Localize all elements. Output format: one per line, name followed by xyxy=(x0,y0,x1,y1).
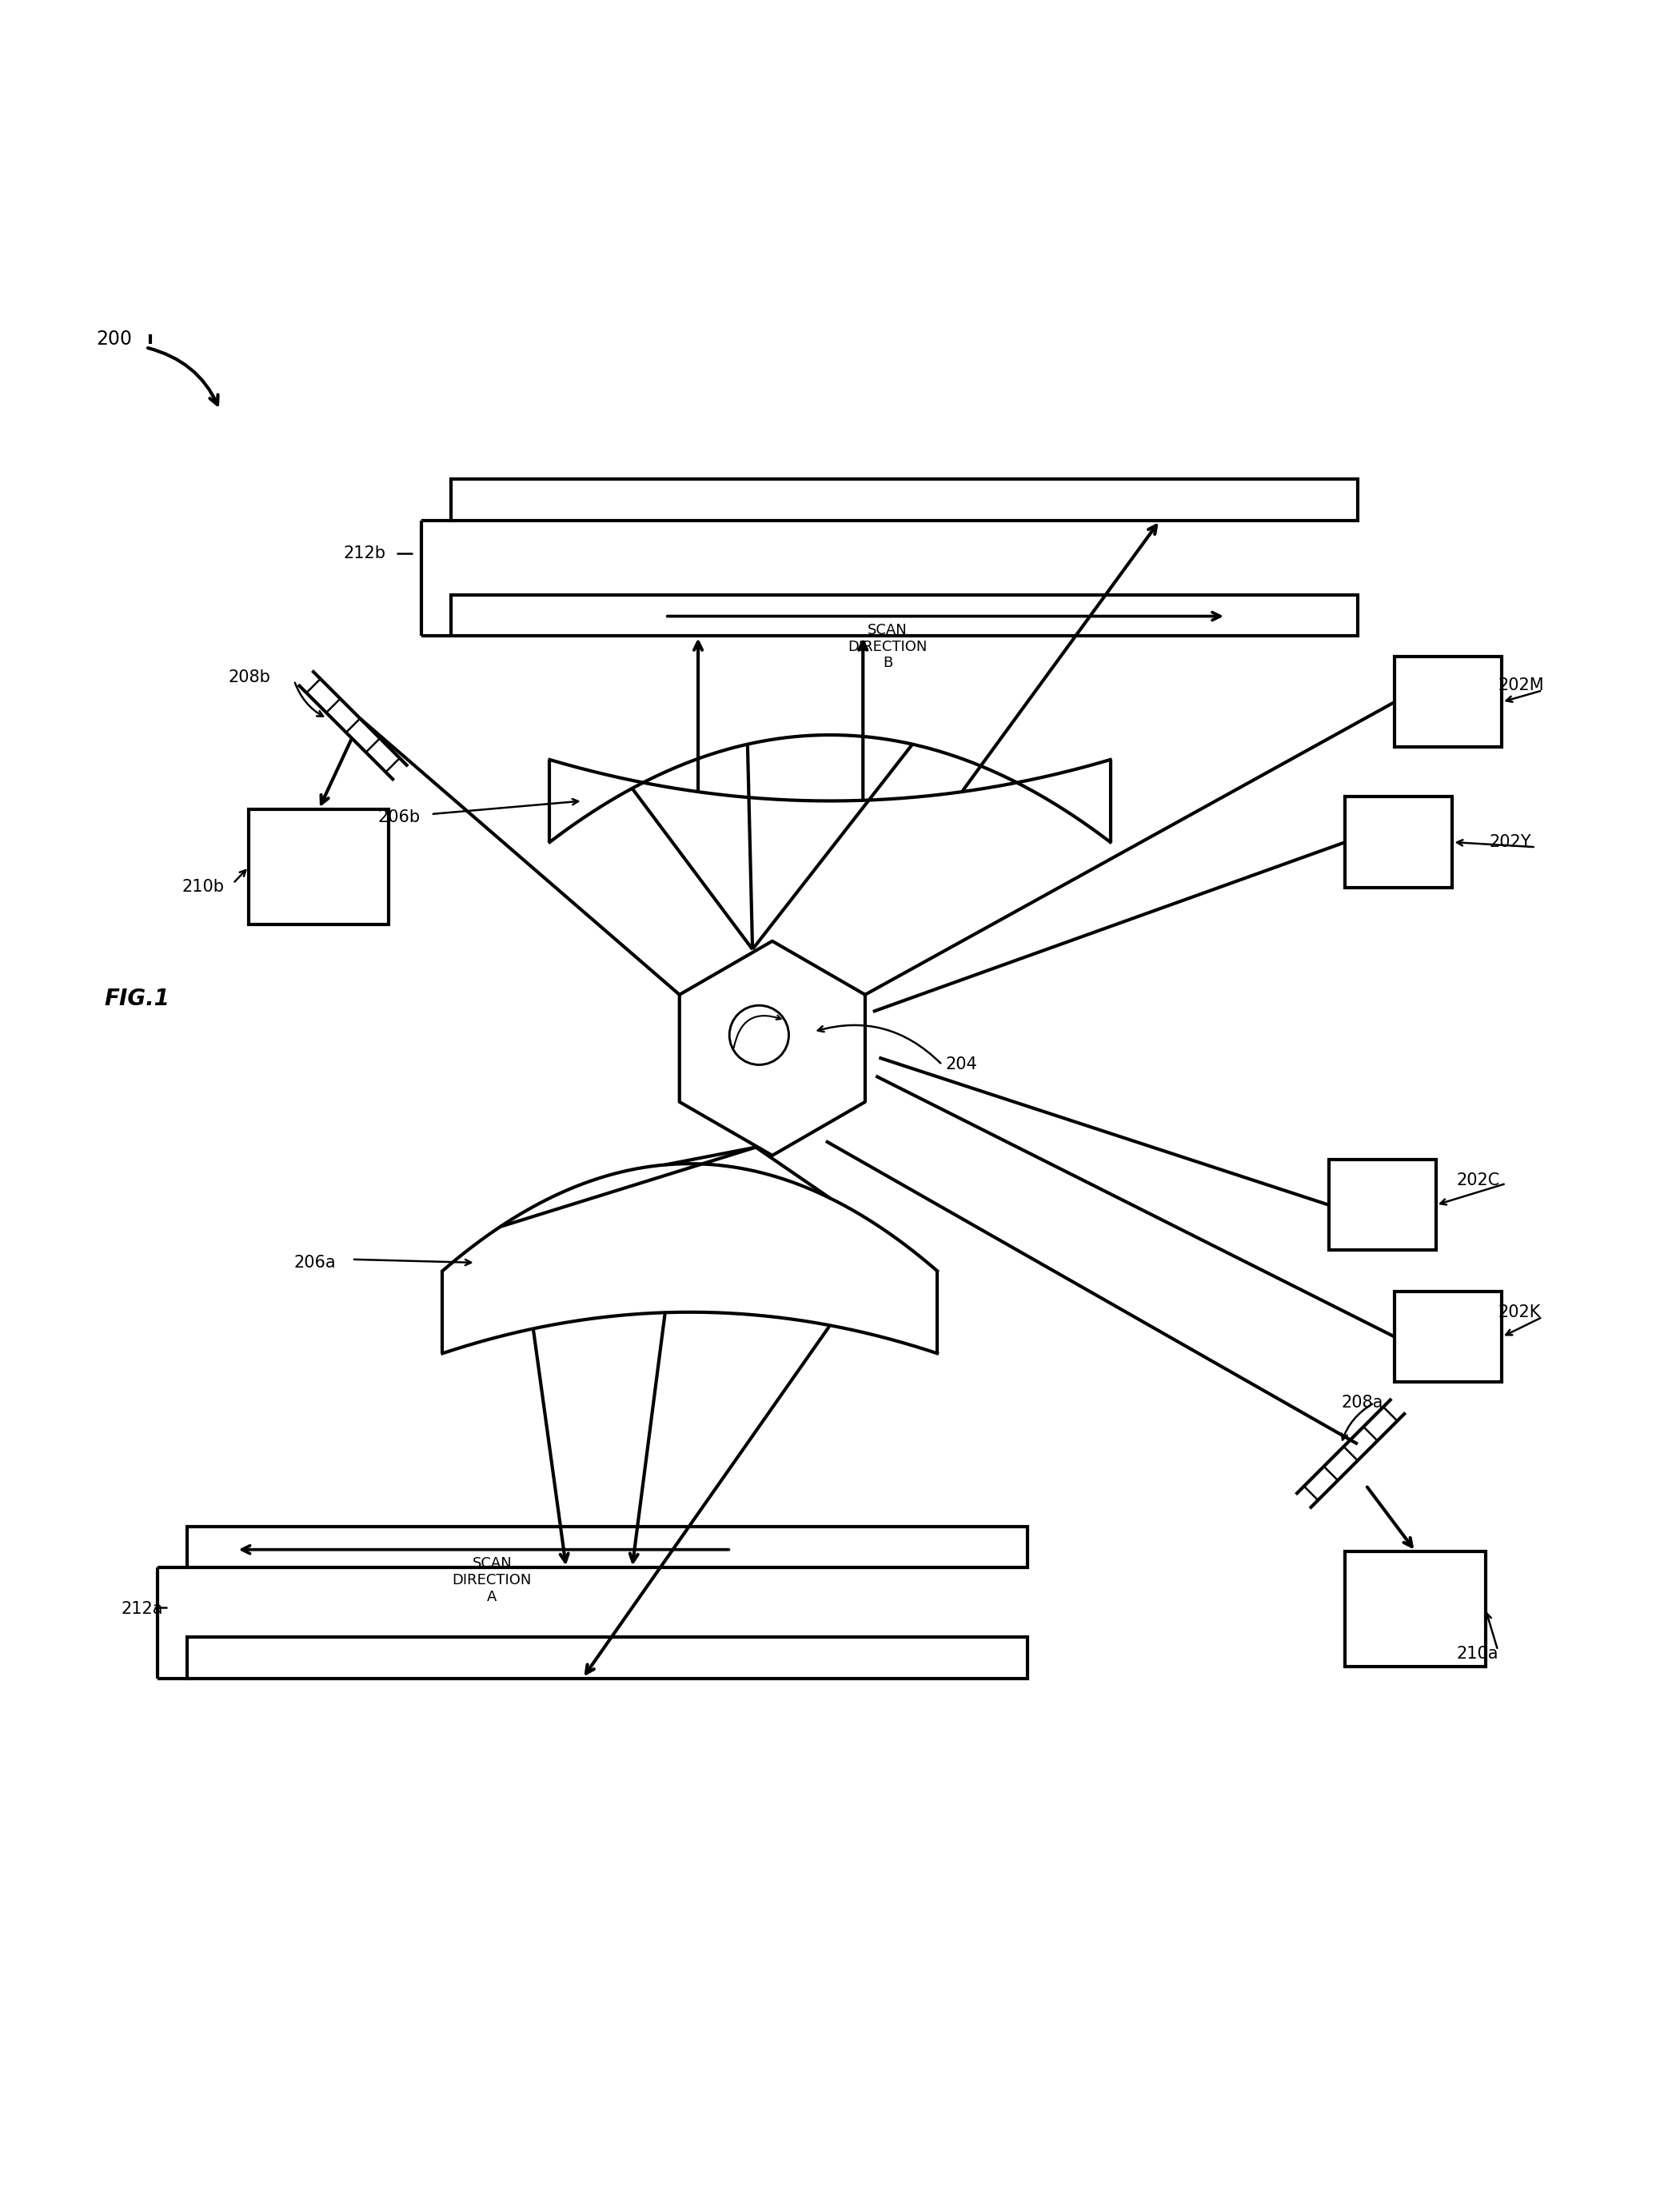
FancyArrowPatch shape xyxy=(1441,1183,1504,1206)
FancyArrowPatch shape xyxy=(1341,1405,1373,1440)
Text: 202M: 202M xyxy=(1497,677,1544,695)
Text: 202C: 202C xyxy=(1456,1172,1501,1188)
Text: 212a: 212a xyxy=(121,1601,163,1617)
Text: 204: 204 xyxy=(946,1057,978,1073)
FancyArrowPatch shape xyxy=(818,1024,941,1064)
Text: 200: 200 xyxy=(96,330,133,349)
Text: 206b: 206b xyxy=(378,810,420,825)
FancyArrowPatch shape xyxy=(1506,1318,1540,1336)
FancyArrowPatch shape xyxy=(433,799,578,814)
Text: 202K: 202K xyxy=(1497,1305,1540,1321)
Text: SCAN
DIRECTION
A: SCAN DIRECTION A xyxy=(452,1557,531,1604)
Text: 206a: 206a xyxy=(294,1254,337,1270)
Text: SCAN
DIRECTION
B: SCAN DIRECTION B xyxy=(848,624,928,670)
Text: 208b: 208b xyxy=(227,670,271,686)
FancyArrowPatch shape xyxy=(234,869,246,883)
Text: 210b: 210b xyxy=(183,878,224,894)
Text: 212b: 212b xyxy=(344,546,387,562)
Text: FIG.1: FIG.1 xyxy=(105,987,169,1011)
FancyArrowPatch shape xyxy=(295,684,324,717)
Text: 210a: 210a xyxy=(1456,1646,1499,1661)
Text: 202Y: 202Y xyxy=(1489,834,1532,849)
FancyArrowPatch shape xyxy=(1506,690,1540,701)
FancyArrowPatch shape xyxy=(354,1259,471,1265)
FancyArrowPatch shape xyxy=(148,347,217,405)
Text: 208a: 208a xyxy=(1341,1396,1383,1411)
FancyArrowPatch shape xyxy=(1486,1613,1497,1648)
FancyArrowPatch shape xyxy=(1457,841,1534,847)
